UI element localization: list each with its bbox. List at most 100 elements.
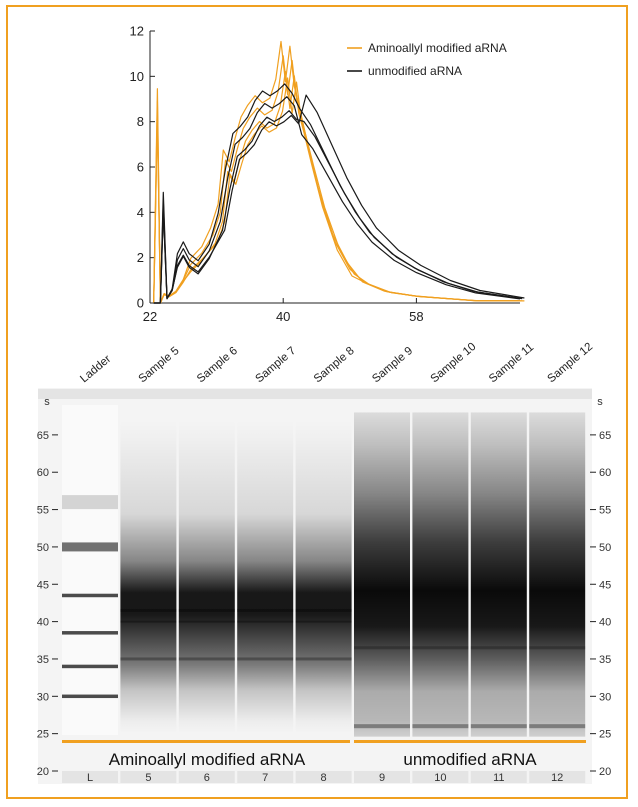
- sample-band: [120, 620, 177, 623]
- sample-band: [529, 646, 586, 650]
- lane-label: Sample 12: [545, 341, 595, 386]
- sample-band: [237, 657, 294, 661]
- sample-band: [470, 646, 527, 650]
- group-label-aminoallyl: Aminoallyl modified aRNA: [109, 750, 306, 769]
- lane-number: 6: [204, 772, 210, 784]
- gel-tick-label-left: 55: [37, 505, 49, 517]
- lane-number-cell: [237, 771, 294, 783]
- unmodified-trace-4: [153, 94, 525, 304]
- lane-number: 11: [493, 772, 504, 784]
- gel-unit-right: s: [597, 396, 603, 408]
- gel-tick-label-right: 65: [599, 430, 611, 442]
- sample-lane-10: [412, 412, 469, 737]
- sample-lane-5: [120, 419, 177, 734]
- unmodified-trace-1: [153, 96, 521, 304]
- ladder-band: [62, 593, 118, 598]
- sample-lane-12: [529, 412, 586, 737]
- gel-tick-label-left: 60: [37, 467, 49, 479]
- lane-label: Sample 11: [487, 341, 536, 385]
- lane-number: 9: [379, 772, 385, 784]
- gel-tick-label-left: 40: [37, 617, 49, 629]
- x-tick-label: 58: [409, 309, 423, 324]
- sample-band: [178, 620, 235, 623]
- lane-number: 7: [262, 772, 268, 784]
- gel-tick-label-right: 45: [599, 579, 611, 591]
- gel-tick-label-left: 30: [37, 691, 49, 703]
- sample-band: [178, 608, 235, 612]
- ladder-band: [62, 664, 118, 669]
- group-bar-aminoallyl: [62, 740, 350, 743]
- ladder-band: [62, 495, 118, 510]
- sample-band: [237, 608, 294, 612]
- gel-tick-label-right: 20: [599, 766, 611, 778]
- gel-unit-left: s: [44, 396, 50, 408]
- lane-number-cell: [412, 771, 469, 783]
- gel-tick-label-left: 20: [37, 766, 49, 778]
- y-tick-label: 8: [137, 114, 144, 129]
- lane-label: Sample 5: [137, 345, 182, 385]
- lane-number-cell: [62, 771, 118, 783]
- gel-lane-labels: Ladder Sample 5 Sample 6 Sample 7 Sample 8 Sa…: [78, 341, 595, 386]
- chart-axes: 0 2 4 6 8 10 12 22 40 58: [130, 24, 520, 324]
- lane-label: Sample 7: [253, 345, 298, 385]
- lane-number-cell: [178, 771, 235, 783]
- lane-number-cell: [470, 771, 527, 783]
- gel-header-strip: [38, 389, 592, 399]
- sample-band: [295, 608, 352, 612]
- y-tick-label: 6: [137, 160, 144, 175]
- aminoallyl-trace-3: [153, 40, 518, 304]
- sample-band: [412, 724, 469, 729]
- sample-band: [295, 620, 352, 623]
- unmodified-trace-3: [153, 83, 518, 304]
- gel-tick-label-right: 25: [599, 729, 611, 741]
- gel-tick-label-left: 45: [37, 579, 49, 591]
- aminoallyl-trace-2: [153, 70, 523, 304]
- sample-band: [470, 724, 527, 729]
- lane-number: 12: [551, 772, 563, 784]
- ladder-lane: [62, 405, 118, 735]
- y-tick-label: 0: [137, 296, 144, 311]
- ladder-band: [62, 542, 118, 552]
- sample-band: [120, 657, 177, 661]
- legend-label-aminoallyl: Aminoallyl modified aRNA: [368, 41, 507, 55]
- gel-tick-label-right: 60: [599, 467, 611, 479]
- ladder-band: [62, 631, 118, 635]
- sample-band: [354, 724, 410, 729]
- y-tick-label: 12: [130, 24, 144, 39]
- lane-label: Sample 8: [312, 345, 357, 385]
- y-tick-label: 4: [137, 205, 144, 220]
- aminoallyl-trace-4: [153, 77, 525, 304]
- lane-label: Sample 10: [429, 341, 479, 386]
- lane-number: 5: [145, 772, 151, 784]
- gel-tick-label-right: 35: [599, 654, 611, 666]
- electropherogram-chart: 0 2 4 6 8 10 12 22 40 58 Aminoallyl modified aRNA…: [130, 24, 525, 324]
- gel-tick-label-right: 40: [599, 617, 611, 629]
- group-label-unmodified: unmodified aRNA: [403, 750, 537, 769]
- sample-lane-9: [354, 412, 410, 737]
- gel-tick-label-right: 30: [599, 691, 611, 703]
- gel-axes: s s 20 20 25 25 30 30 35 35 40 40 45 45 50 50 55 55 60 60 65…: [37, 396, 612, 778]
- sample-band: [412, 646, 469, 650]
- lane-number-cell: [529, 771, 586, 783]
- lane-number-cell: [354, 771, 410, 783]
- legend-label-unmodified: unmodified aRNA: [368, 64, 462, 78]
- lane-label: Sample 6: [195, 345, 240, 385]
- ladder-band: [62, 694, 118, 699]
- unmodified-trace-2: [153, 110, 523, 304]
- sample-band: [237, 620, 294, 623]
- gel-tick-label-left: 25: [37, 729, 49, 741]
- sample-band: [120, 608, 177, 612]
- lane-number: 8: [321, 772, 327, 784]
- gel-tick-label-right: 50: [599, 542, 611, 554]
- y-tick-label: 2: [137, 250, 144, 265]
- gel-tick-label-left: 50: [37, 542, 49, 554]
- lane-label: Ladder: [78, 353, 113, 385]
- gel-lanes: [38, 389, 592, 743]
- gel-tick-label-left: 65: [37, 430, 49, 442]
- lane-label: Sample 9: [370, 345, 415, 385]
- gel-tick-label-left: 35: [37, 654, 49, 666]
- sample-lane-11: [470, 412, 527, 737]
- lane-number-cell: [295, 771, 352, 783]
